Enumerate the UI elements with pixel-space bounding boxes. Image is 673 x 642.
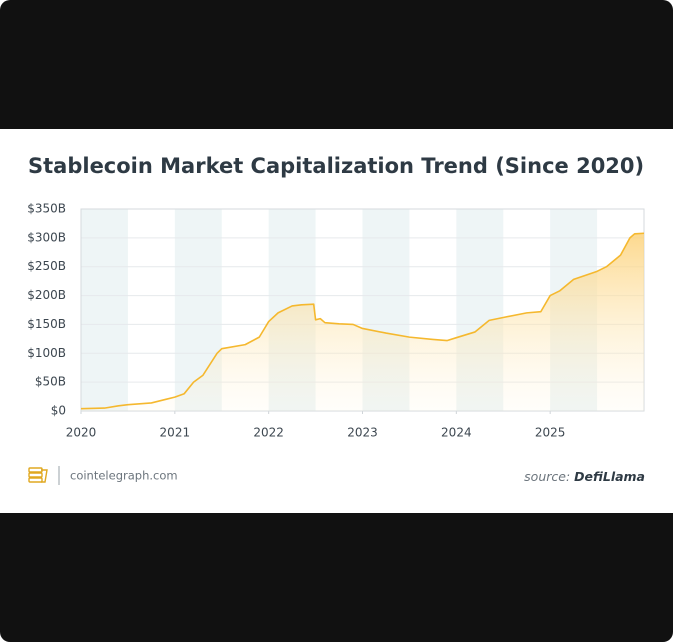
y-tick-label: $200B <box>27 288 66 302</box>
y-tick-label: $0 <box>51 404 66 418</box>
x-tick-label: 2025 <box>535 426 566 440</box>
x-tick-label: 2021 <box>160 426 191 440</box>
x-tick-label: 2020 <box>66 426 97 440</box>
y-tick-label: $150B <box>27 317 66 331</box>
y-tick-label: $100B <box>27 346 66 360</box>
source: source: DefiLlama <box>524 469 645 484</box>
area <box>81 233 644 411</box>
y-tick-label: $300B <box>27 230 66 244</box>
plot: $0 $50B $100B $150B $200B $250B $300B $350B 2020… <box>27 202 645 440</box>
chart-title: Stablecoin Market Capitalization Trend (… <box>28 154 644 178</box>
source-name: DefiLlama <box>574 469 645 484</box>
band <box>81 209 128 411</box>
y-tick-label: $350B <box>27 202 66 216</box>
y-tick-label: $50B <box>35 375 66 389</box>
site-name: cointelegraph.com <box>70 469 178 483</box>
x-tick-label: 2022 <box>253 426 284 440</box>
x-tick-label: 2023 <box>347 426 378 440</box>
y-tick-label: $250B <box>27 259 66 273</box>
logo <box>28 467 48 483</box>
line <box>80 232 645 410</box>
source-label: source: <box>524 469 570 484</box>
x-tick-label: 2024 <box>441 426 472 440</box>
